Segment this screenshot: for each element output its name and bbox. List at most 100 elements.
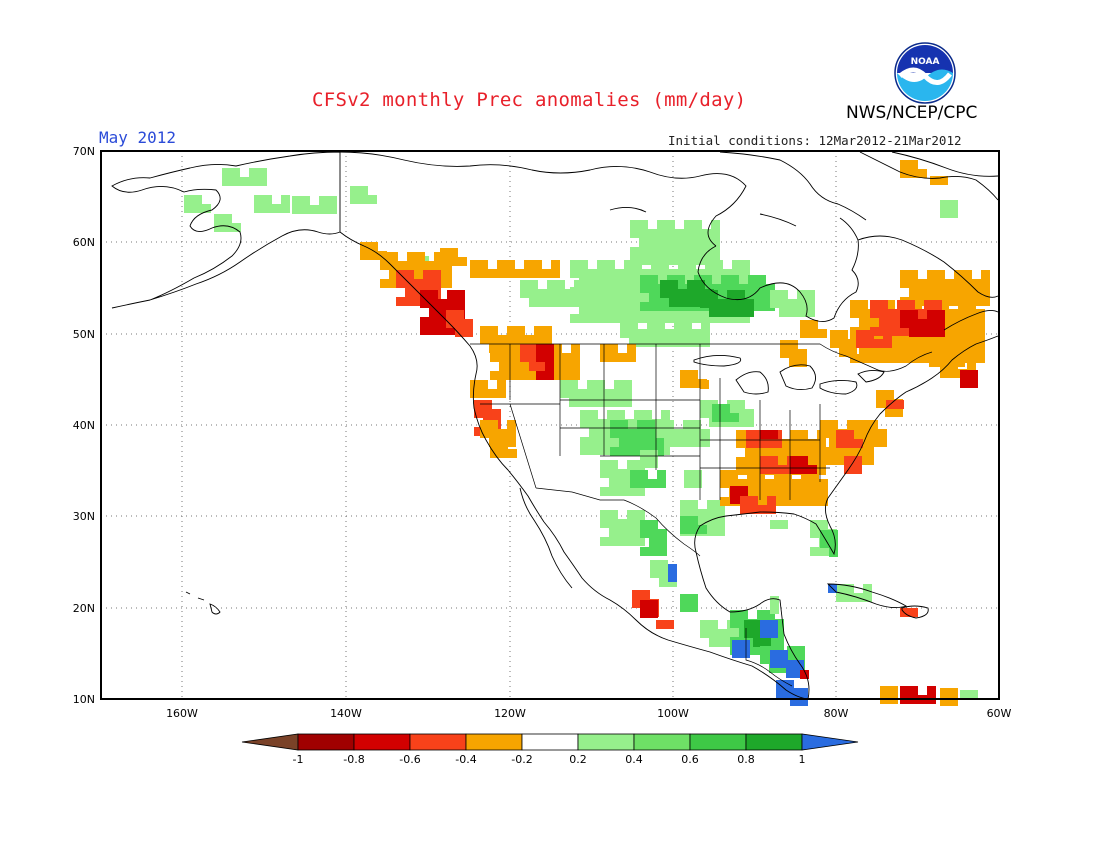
anomaly-cell-wet-light [648,238,657,247]
anomaly-cell-dry-light [497,260,506,269]
anomaly-cell-dry-light [900,279,909,288]
anomaly-cell-wet-light [819,547,828,556]
anomaly-cell-dry-medium [879,309,888,318]
anomaly-cell-wet-light [598,437,607,446]
anomaly-cell-dry-light [756,497,765,506]
anomaly-cell-dry-medium [492,409,501,418]
anomaly-cell-wet-light [836,584,845,593]
anomaly-cell-dry-light [876,399,885,408]
anomaly-cell-wet-light [249,168,258,177]
anomaly-cell-dry-light [360,251,369,260]
anomaly-cell-wet-light [359,195,368,204]
forecast-month-label: May 2012 [99,128,177,147]
anomaly-cell-dry-light [830,330,839,339]
anomaly-cell-wet-light [678,260,687,269]
map-frame [100,150,1000,700]
anomaly-cell-wet-light [640,450,649,459]
anomaly-cell-wet-medium [649,284,658,293]
anomaly-cell-wet-light [627,528,636,537]
anomaly-cell-dry-light [819,488,828,497]
anomaly-cell-wet-light [328,205,337,214]
anomaly-cell-wet-light [624,305,633,314]
anomaly-cell-wet-light [669,269,678,278]
anomaly-cell-dry-medium [529,362,538,371]
anomaly-cell-wet-light [745,418,754,427]
anomaly-cell-wet-medium [680,594,689,603]
anomaly-cell-wet-light [705,314,714,323]
anomaly-cell-wet-medium [676,275,685,284]
anomaly-cell-wet-strong [669,298,678,307]
anomaly-cell-dry-light [525,335,534,344]
anomaly-cell-dry-strong [420,290,429,299]
anomaly-cell-dry-light [894,408,903,417]
anomaly-cell-dry-medium [769,456,778,465]
anomaly-cell-wet-medium [649,547,658,556]
anomaly-cell-wet-light [788,308,797,317]
anomaly-cell-dry-light [781,457,790,466]
anomaly-cell-dry-light [967,360,976,369]
anomaly-cell-dry-light [967,336,976,345]
anomaly-cell-wet-strong [660,289,669,298]
anomaly-cell-dry-light [945,288,954,297]
anomaly-cell-wet-light [589,410,598,419]
anomaly-cell-wet-medium [796,655,805,664]
anomaly-cell-dry-light [850,300,859,309]
anomaly-cell-dry-medium [767,505,776,514]
anomaly-cell-dry-light [913,345,922,354]
anomaly-cell-wet-light [709,638,718,647]
anomaly-cell-dry-light [443,279,452,288]
anomaly-cell-wet-light [638,329,647,338]
anomaly-cell-wet-light [770,290,779,299]
anomaly-cell-wet-light [560,380,569,389]
anomaly-cell-dry-light [878,438,887,447]
anomaly-cell-dry-light [909,279,918,288]
anomaly-cell-dry-light [967,318,976,327]
anomaly-cell-dry-medium [455,310,464,319]
anomaly-cell-wet-light [614,398,623,407]
anomaly-cell-dry-light [774,470,783,479]
anomaly-cell-dry-strong [799,465,808,474]
anomaly-cell-wet-light [741,278,750,287]
anomaly-cell-wet-light [232,223,241,232]
baja-peninsula [519,487,573,589]
anomaly-cell-wet-light [627,510,636,519]
anomaly-cell-dry-light [790,448,799,457]
anomaly-cell-dry-strong [438,308,447,317]
anomaly-cell-wet-light [579,314,588,323]
anomaly-cell-wet-light [249,177,258,186]
colorbar-label: -0.4 [455,753,476,766]
anomaly-cell-dry-light [958,327,967,336]
anomaly-cell-dry-light [839,339,848,348]
anomaly-cell-dry-light [380,279,389,288]
anomaly-cell-wet-medium [649,275,658,284]
anomaly-cell-wet-medium [730,413,739,422]
anomaly-cell-wet-light [587,380,596,389]
anomaly-cell-dry-strong [545,353,554,362]
anomaly-cell-wet-medium [658,538,667,547]
anomaly-cell-wet-strong [736,308,745,317]
anomaly-cell-wet-light [529,298,538,307]
anomaly-cell-dry-light [369,242,378,251]
anomaly-cell-wet-medium [646,429,655,438]
anomaly-cell-dry-light [829,420,838,429]
lat-tick-10n: 10N [73,693,95,706]
lat-tick-20n: 20N [73,602,95,615]
anomaly-cell-wet-light [714,260,723,269]
anomaly-cell-dry-medium [853,456,862,465]
colorbar-label: -0.2 [511,753,532,766]
anomaly-cell-dry-light [780,340,789,349]
colorbar-label: 1 [799,753,806,766]
anomaly-cell-dry-medium [769,465,778,474]
anomaly-cell-dry-light [945,297,954,306]
anomaly-cell-wet-light [556,280,565,289]
anomaly-cell-wet-light [350,186,359,195]
anomaly-cell-wet-strong [709,308,718,317]
anomaly-cell-dry-light [878,429,887,438]
anomaly-cell-wet-medium [739,610,748,619]
anomaly-cell-dry-light [799,448,808,457]
anomaly-cell-wet-medium [640,529,649,538]
anomaly-cell-wet-light [556,289,565,298]
anomaly-cell-dry-light [499,449,508,458]
anomaly-cell-wet-light [696,314,705,323]
anomaly-cell-dry-light [939,176,948,185]
